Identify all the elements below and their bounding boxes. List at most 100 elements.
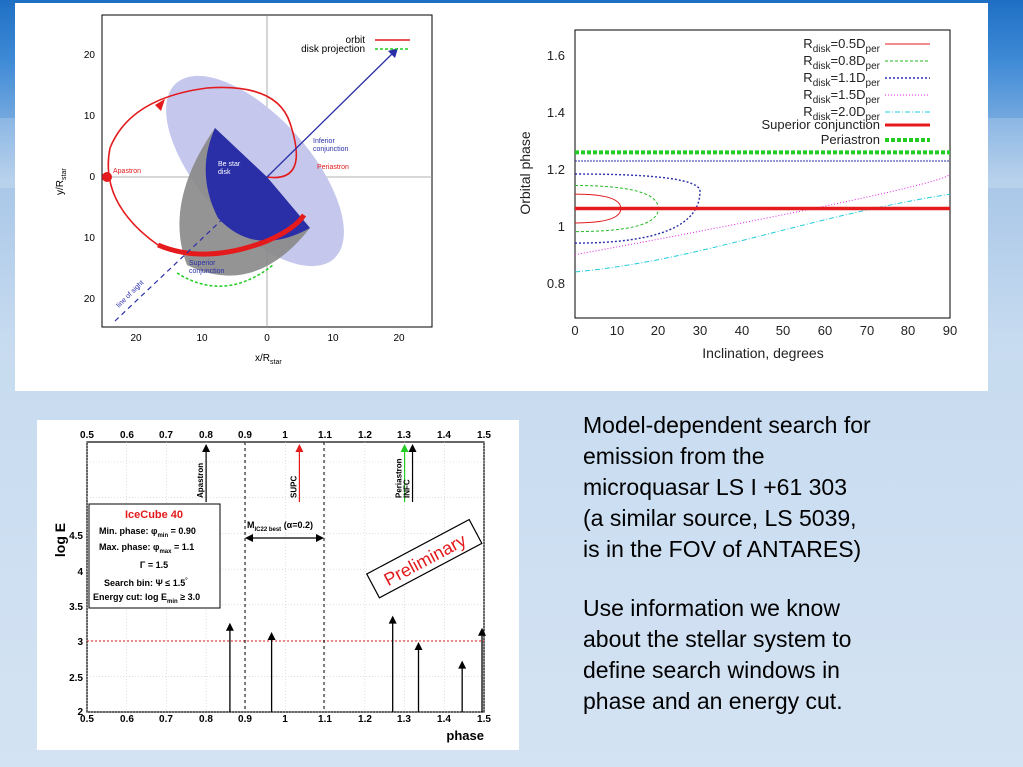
phase-yticks: 0.8 1 1.2 1.4 1.6 — [547, 48, 565, 291]
ic-xtick-top: 1.3 — [397, 430, 411, 441]
superior-label-2: conjunction — [189, 268, 225, 275]
preliminary-stamp: Preliminary — [365, 518, 483, 599]
orbit-ytick: 10 — [84, 233, 96, 244]
inferior-label-1: Inferior — [313, 138, 335, 145]
phase-xtick: 0 — [571, 323, 578, 338]
ic-ytick: 3 — [77, 637, 83, 648]
event-arrows — [225, 615, 487, 712]
ic-xtick: 0.6 — [120, 714, 134, 725]
phase-xtick: 40 — [735, 323, 749, 338]
ic-xtick-top: 1.1 — [318, 430, 332, 441]
disk-label-2: disk — [218, 169, 231, 176]
phase-marker-label: Periastron — [395, 458, 404, 498]
ic-ytick: 4.5 — [69, 531, 83, 542]
line-of-sight — [114, 176, 268, 322]
orbit-xtick: 20 — [393, 333, 405, 344]
icecube-xticks-top: 0.5 0.6 0.7 0.8 0.9 1 1.1 1.2 1.3 1.4 1.… — [80, 430, 491, 441]
phase-series-line — [574, 173, 701, 244]
ic-xtick-top: 0.5 — [80, 430, 94, 441]
periastron-label: Periastron — [317, 164, 349, 171]
orbit-xtick: 10 — [196, 333, 208, 344]
ic-xtick-top: 0.6 — [120, 430, 134, 441]
phase-xtick: 70 — [860, 323, 874, 338]
ic-ytick: 3.5 — [69, 602, 83, 613]
window-arrow-left — [245, 534, 253, 542]
phase-xtick: 30 — [693, 323, 707, 338]
disk-projection-curve — [176, 264, 274, 287]
phase-ylabel: Orbital phase — [517, 131, 533, 214]
ic-xtick-top: 1 — [282, 430, 288, 441]
apastron-dot — [102, 172, 112, 182]
ic-xtick: 1 — [282, 714, 288, 725]
ic-xtick: 1.1 — [318, 714, 332, 725]
phase-legend-lines — [885, 43, 930, 142]
ic-ylabel: log E — [52, 523, 68, 557]
inferior-arrow-head — [388, 48, 398, 58]
legend-disk-label: disk projection — [301, 44, 365, 55]
settings-search-bin: Search bin: Ψ ≤ 1.5° — [104, 578, 188, 588]
orbit-ytick: 0 — [89, 172, 95, 183]
orbit-xtick: 20 — [130, 333, 142, 344]
phase-legend-label: Rdisk=0.8Dper — [803, 53, 880, 72]
be-star-disk — [205, 128, 310, 241]
inferior-label-2: conjunction — [313, 146, 349, 153]
orbit-xtick: 0 — [264, 333, 270, 344]
phase-legend-label: Rdisk=0.5Dper — [803, 36, 880, 55]
phase-ytick: 0.8 — [547, 276, 565, 291]
phase-series-line — [574, 193, 951, 273]
ic-xtick: 0.5 — [80, 714, 94, 725]
orbit-xtick: 10 — [327, 333, 339, 344]
ic-xtick: 1.5 — [477, 714, 491, 725]
orbit-xticks: 20 10 0 10 20 — [130, 333, 405, 344]
settings-max-phase: Max. phase: φmax = 1.1 — [99, 542, 194, 555]
settings-energy-cut: Energy cut: log Emin ≥ 3.0 — [93, 592, 200, 605]
phase-marker-label: Apastron — [196, 463, 205, 498]
apastron-label: Apastron — [113, 168, 141, 175]
event-arrow-head — [414, 642, 423, 650]
phase-legend-label: Periastron — [821, 132, 880, 147]
legend-orbit-label: orbit — [346, 35, 366, 46]
phase-marker-head — [295, 444, 304, 452]
phase-xtick: 90 — [943, 323, 957, 338]
orbit-ylabel: y/Rstar — [55, 168, 68, 195]
superior-conjunction-arc — [157, 213, 307, 257]
superior-label-1: Superior — [189, 260, 216, 267]
orbit-xlabel: x/Rstar — [255, 353, 282, 366]
phase-marker-label: INFC — [403, 479, 412, 498]
ic-xtick: 0.7 — [159, 714, 173, 725]
settings-title: IceCube 40 — [125, 509, 183, 521]
ic-xtick-top: 1.2 — [358, 430, 372, 441]
phase-frame — [574, 29, 951, 319]
settings-gamma: Γ = 1.5 — [140, 560, 168, 570]
icecube-grid — [86, 442, 485, 713]
phase-xlabel: Inclination, degrees — [702, 345, 823, 361]
line-of-sight-label: line of sight — [115, 279, 145, 309]
settings-box — [88, 503, 221, 609]
phase-plot: 0 10 20 30 40 50 60 70 80 90 0.8 1 1.2 1… — [517, 29, 957, 361]
ic-xtick: 1.4 — [437, 714, 451, 725]
phase-series-line — [574, 173, 951, 256]
phase-xticks: 0 10 20 30 40 50 60 70 80 90 — [571, 323, 957, 338]
phase-marker-label: SUPC — [289, 476, 298, 498]
disk-label-1: Be star — [218, 161, 241, 168]
orbit-curve — [107, 86, 298, 246]
phase-xtick: 60 — [818, 323, 832, 338]
event-arrow-head — [388, 615, 397, 624]
icecube-figure-panel: MIC22 best (α=0.2) Apastron SUPC Periastro… — [37, 420, 519, 750]
top-figure-panel: orbit disk projection Apastron Periastro… — [15, 3, 988, 391]
phase-legend-label: Rdisk=1.5Dper — [803, 87, 880, 106]
orbit-arrow — [155, 99, 165, 111]
paragraph-2: Use information we know about the stella… — [583, 595, 852, 714]
phase-xtick: 20 — [651, 323, 665, 338]
ic-xtick-top: 0.7 — [159, 430, 173, 441]
phase-legend-label: Rdisk=2.0Dper — [803, 104, 880, 123]
ic-xlabel: phase — [446, 728, 484, 743]
phase-ytick: 1 — [558, 219, 565, 234]
ic-xtick-top: 1.4 — [437, 430, 451, 441]
settings-min-phase: Min. phase: φmin = 0.90 — [99, 526, 196, 539]
ic-xtick: 1.3 — [397, 714, 411, 725]
phase-legend-label: Rdisk=1.1Dper — [803, 70, 880, 89]
phase-marker-head — [202, 444, 211, 452]
phase-marker-head — [400, 444, 409, 452]
